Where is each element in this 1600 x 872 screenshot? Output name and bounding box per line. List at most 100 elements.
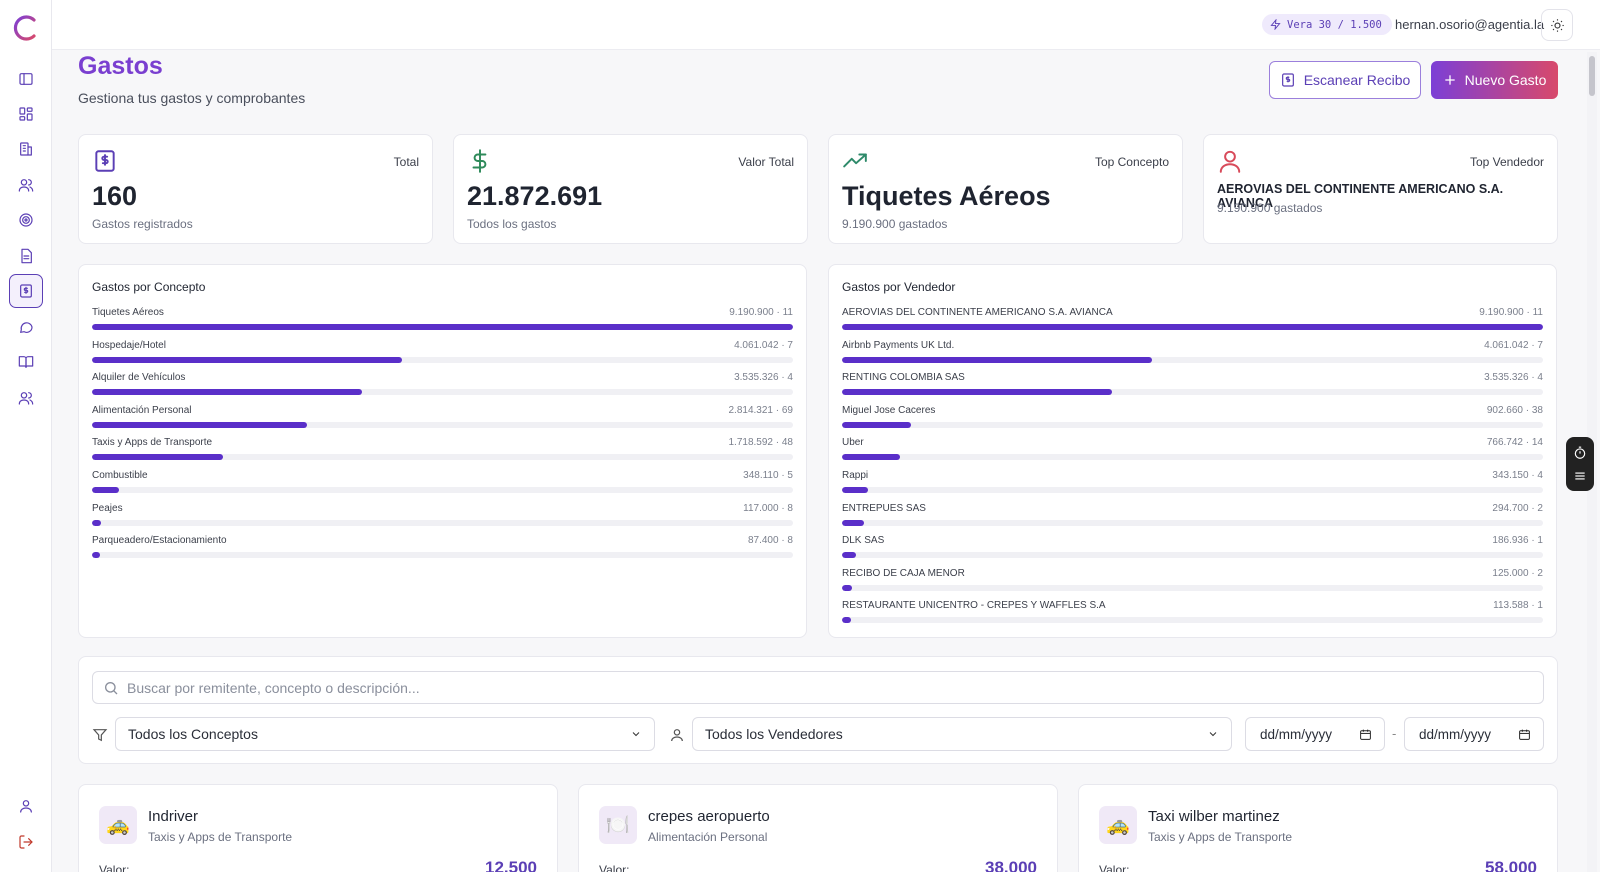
scan-receipt-label: Escanear Recibo [1303, 72, 1411, 88]
bar-track [842, 617, 1543, 624]
bar-value-label: 2.814.321 · 69 [728, 404, 794, 416]
bar-track [842, 519, 1543, 526]
bar-row: RENTING COLOMBIA SAS 3.535.326 · 4 [842, 372, 1543, 402]
bar-row: Uber 766.742 · 14 [842, 437, 1543, 467]
bar-track [92, 487, 793, 493]
chevron-down-icon [1209, 732, 1217, 737]
bar-category-label: RESTAURANTE UNICENTRO - CREPES Y WAFFLES… [842, 600, 1106, 612]
new-expense-button[interactable]: Nuevo Gasto [1431, 61, 1558, 99]
expense-card[interactable]: 🚕 Indriver Taxis y Apps de Transporte Va… [78, 784, 558, 872]
bar-row: Miguel Jose Caceres 902.660 · 38 [842, 405, 1543, 435]
bar-track [92, 356, 793, 363]
bar [842, 519, 865, 526]
search-box[interactable] [92, 671, 1544, 704]
bar-row: RECIBO DE CAJA MENOR 125.000 · 2 [842, 568, 1543, 598]
bar-value-label: 1.718.592 · 48 [728, 437, 794, 449]
search-input[interactable] [127, 679, 1507, 696]
bar-value-label: 9.190.900 · 11 [729, 307, 793, 318]
timer-icon[interactable] [1573, 446, 1587, 460]
floating-widget[interactable] [1566, 437, 1594, 491]
date-from-input[interactable]: dd/mm/yyyy [1245, 717, 1385, 751]
concept-select[interactable]: Todos los Conceptos [115, 717, 655, 751]
bar-track [842, 552, 1543, 559]
stat-value: 160 [92, 181, 138, 211]
date-to-input[interactable]: dd/mm/yyyy [1404, 717, 1544, 751]
bar-category-label: Tiquetes Aéreos [92, 307, 164, 318]
expenses-receipt-icon[interactable] [9, 274, 43, 308]
bar-value-label: 294.700 · 2 [1492, 502, 1543, 514]
profile-icon[interactable] [9, 789, 43, 823]
building-icon[interactable] [9, 132, 43, 166]
expense-card[interactable]: 🚕 Taxi wilber martinez Taxis y Apps de T… [1078, 784, 1558, 872]
bar-value-label: 343.150 · 4 [1492, 470, 1543, 481]
dashboard-icon[interactable] [9, 97, 43, 131]
expense-category: Alimentación Personal [648, 830, 768, 844]
bar [842, 421, 911, 428]
expense-value: 12.500 [485, 858, 537, 872]
search-icon [105, 681, 118, 694]
theme-toggle-button[interactable] [1541, 9, 1573, 41]
bar-value-label: 9.190.900 · 11 [1479, 307, 1543, 318]
expense-card[interactable]: 🍽️ crepes aeropuerto Alimentación Person… [578, 784, 1058, 872]
bar-category-label: DLK SAS [842, 535, 885, 547]
expense-value-label: Valor: [99, 863, 130, 872]
scrollbar-thumb[interactable] [1589, 56, 1595, 96]
bar-track [92, 454, 793, 461]
chevron-down-icon [632, 732, 640, 737]
target-icon[interactable] [9, 203, 43, 237]
chat-icon[interactable] [9, 310, 43, 344]
concept-select-value: Todos los Conceptos [128, 726, 258, 742]
stat-card-top-vendor: Top Vendedor AEROVIAS DEL CONTINENTE AME… [1203, 134, 1558, 244]
team-icon[interactable] [9, 381, 43, 415]
bar-category-label: Taxis y Apps de Transporte [92, 437, 213, 449]
bar-value-label: 4.061.042 · 7 [1484, 339, 1543, 351]
calendar-icon [1360, 729, 1371, 740]
bar-value-label: 766.742 · 14 [1486, 437, 1543, 449]
document-icon[interactable] [9, 239, 43, 273]
stat-label: Total [393, 155, 419, 169]
bar-category-label: AEROVIAS DEL CONTINENTE AMERICANO S.A. A… [842, 307, 1113, 318]
bar-track [842, 421, 1543, 428]
new-expense-label: Nuevo Gasto [1464, 72, 1547, 88]
bar-row: Combustible 348.110 · 5 [92, 470, 793, 500]
stat-card-total-value: Valor Total 21.872.691 Todos los gastos [453, 134, 808, 244]
user-email[interactable]: hernan.osorio@agentia.la [1395, 17, 1545, 32]
date-separator: - [1392, 726, 1397, 741]
bar-category-label: Uber [842, 437, 864, 449]
list-icon[interactable] [1573, 469, 1587, 483]
vendor-select-value: Todos los Vendedores [705, 726, 843, 742]
sidebar-toggle-icon[interactable] [9, 62, 43, 96]
bar [842, 487, 869, 493]
book-icon[interactable] [9, 345, 43, 379]
bar [92, 324, 793, 330]
bar-category-label: Miguel Jose Caceres [842, 404, 936, 416]
bar [842, 356, 1152, 363]
scan-receipt-button[interactable]: Escanear Recibo [1269, 61, 1421, 99]
bar-value-label: 87.400 · 8 [747, 535, 793, 547]
chart-title: Gastos por Vendedor [842, 280, 956, 294]
chart-title: Gastos por Concepto [92, 280, 206, 294]
taxi-icon: 🚕 [1099, 806, 1137, 844]
stat-subtext: 9.190.900 gastados [842, 217, 948, 231]
bar-track [842, 324, 1543, 330]
stat-label: Top Vendedor [1469, 155, 1544, 169]
sun-icon [1550, 18, 1564, 32]
sidebar [0, 0, 52, 872]
stat-subtext: 9.190.900 gastados [1217, 201, 1323, 215]
taxi-icon: 🚕 [99, 806, 137, 844]
vendor-select[interactable]: Todos los Vendedores [692, 717, 1232, 751]
bar-value-label: 186.936 · 1 [1492, 535, 1543, 547]
app-logo[interactable] [12, 14, 40, 42]
logout-icon[interactable] [9, 825, 43, 859]
bar-row: Parqueadero/Estacionamiento 87.400 · 8 [92, 535, 793, 565]
bar-category-label: Alquiler de Vehículos [92, 372, 186, 384]
page-subtitle: Gestiona tus gastos y comprobantes [78, 90, 306, 106]
bar [92, 356, 402, 363]
bar-row: RESTAURANTE UNICENTRO - CREPES Y WAFFLES… [842, 600, 1543, 630]
bar-category-label: Hospedaje/Hotel [92, 339, 166, 351]
expense-title: crepes aeropuerto [648, 808, 770, 825]
bar-track [842, 487, 1543, 493]
users-icon[interactable] [9, 168, 43, 202]
bar-track [92, 519, 793, 526]
expense-category: Taxis y Apps de Transporte [148, 830, 293, 844]
